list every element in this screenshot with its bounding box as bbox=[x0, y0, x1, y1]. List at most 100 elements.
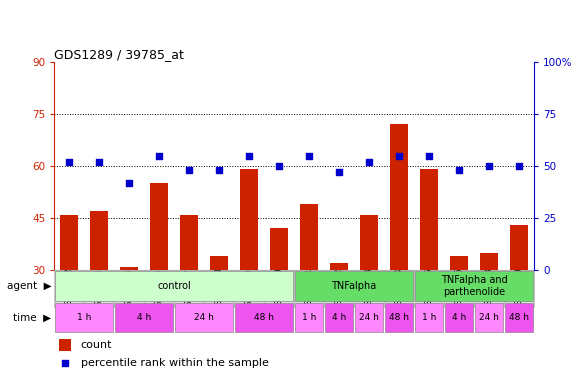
Bar bbox=[54, 270, 85, 308]
Text: 1 h: 1 h bbox=[302, 314, 316, 322]
Bar bbox=[420, 170, 438, 374]
Text: GSM47318: GSM47318 bbox=[484, 268, 493, 309]
Bar bbox=[480, 253, 498, 374]
Bar bbox=[59, 339, 71, 351]
Bar bbox=[235, 303, 293, 333]
Point bbox=[514, 163, 524, 169]
Bar bbox=[240, 170, 258, 374]
Text: 4 h: 4 h bbox=[452, 314, 466, 322]
Bar bbox=[150, 183, 168, 374]
Bar bbox=[61, 214, 78, 374]
Point bbox=[455, 167, 464, 173]
Text: GSM47302: GSM47302 bbox=[65, 268, 74, 309]
Point bbox=[61, 360, 70, 366]
Point bbox=[65, 159, 74, 165]
Bar bbox=[294, 270, 324, 308]
Bar bbox=[174, 270, 204, 308]
Bar bbox=[325, 303, 353, 333]
Text: 24 h: 24 h bbox=[479, 314, 499, 322]
Bar bbox=[90, 211, 108, 374]
Point bbox=[424, 153, 433, 159]
Bar bbox=[450, 256, 468, 374]
Bar bbox=[445, 303, 473, 333]
Text: GSM47311: GSM47311 bbox=[304, 268, 313, 309]
Text: GSM47307: GSM47307 bbox=[184, 268, 194, 309]
Point bbox=[364, 159, 373, 165]
Bar bbox=[415, 303, 443, 333]
Text: GSM47313: GSM47313 bbox=[364, 268, 373, 309]
Bar bbox=[234, 270, 264, 308]
Bar bbox=[444, 270, 474, 308]
Text: 48 h: 48 h bbox=[509, 314, 529, 322]
Text: 4 h: 4 h bbox=[332, 314, 346, 322]
Text: control: control bbox=[157, 281, 191, 291]
Text: 24 h: 24 h bbox=[359, 314, 379, 322]
Bar bbox=[144, 270, 174, 308]
Bar bbox=[55, 271, 293, 301]
Text: time  ▶: time ▶ bbox=[13, 313, 51, 323]
Bar bbox=[295, 303, 323, 333]
Point bbox=[155, 153, 164, 159]
Bar bbox=[295, 271, 413, 301]
Text: 48 h: 48 h bbox=[254, 314, 274, 322]
Bar bbox=[360, 214, 378, 374]
Bar bbox=[115, 303, 173, 333]
Bar bbox=[180, 214, 198, 374]
Point bbox=[184, 167, 194, 173]
Text: GSM47316: GSM47316 bbox=[455, 268, 464, 309]
Point bbox=[484, 163, 493, 169]
Bar bbox=[204, 270, 234, 308]
Text: GSM47306: GSM47306 bbox=[155, 268, 164, 309]
Bar bbox=[475, 303, 503, 333]
Bar bbox=[415, 271, 533, 301]
Bar bbox=[210, 256, 228, 374]
Bar bbox=[324, 270, 354, 308]
Bar bbox=[385, 303, 413, 333]
Point bbox=[124, 180, 134, 186]
Text: 4 h: 4 h bbox=[137, 314, 151, 322]
Text: 24 h: 24 h bbox=[194, 314, 214, 322]
Point bbox=[275, 163, 284, 169]
Bar bbox=[175, 303, 233, 333]
Text: GSM47320: GSM47320 bbox=[514, 268, 524, 309]
Bar bbox=[264, 270, 294, 308]
Text: agent  ▶: agent ▶ bbox=[7, 281, 51, 291]
Text: GSM47309: GSM47309 bbox=[244, 268, 254, 309]
Bar bbox=[300, 204, 318, 374]
Text: GSM47314: GSM47314 bbox=[395, 268, 404, 309]
Text: 1 h: 1 h bbox=[422, 314, 436, 322]
Text: GSM47304: GSM47304 bbox=[95, 268, 104, 309]
Text: TNFalpha and
parthenolide: TNFalpha and parthenolide bbox=[441, 275, 507, 297]
Text: percentile rank within the sample: percentile rank within the sample bbox=[81, 358, 268, 368]
Point bbox=[335, 169, 344, 175]
Bar bbox=[504, 270, 534, 308]
Point bbox=[304, 153, 313, 159]
Text: GSM47312: GSM47312 bbox=[335, 268, 344, 309]
Bar bbox=[85, 270, 114, 308]
Text: GSM47310: GSM47310 bbox=[275, 268, 284, 309]
Point bbox=[215, 167, 224, 173]
Bar bbox=[270, 228, 288, 374]
Text: GSM47305: GSM47305 bbox=[124, 268, 134, 309]
Bar bbox=[55, 303, 113, 333]
Text: GDS1289 / 39785_at: GDS1289 / 39785_at bbox=[54, 48, 184, 61]
Bar bbox=[120, 267, 138, 374]
Point bbox=[95, 159, 104, 165]
Bar bbox=[355, 303, 383, 333]
Text: 48 h: 48 h bbox=[389, 314, 409, 322]
Bar bbox=[114, 270, 144, 308]
Text: 1 h: 1 h bbox=[77, 314, 91, 322]
Bar bbox=[390, 124, 408, 374]
Point bbox=[395, 153, 404, 159]
Text: count: count bbox=[81, 340, 112, 350]
Text: GSM47315: GSM47315 bbox=[424, 268, 433, 309]
Text: TNFalpha: TNFalpha bbox=[331, 281, 377, 291]
Text: GSM47308: GSM47308 bbox=[215, 268, 224, 309]
Bar bbox=[414, 270, 444, 308]
Point bbox=[244, 153, 254, 159]
Bar bbox=[474, 270, 504, 308]
Bar bbox=[354, 270, 384, 308]
Bar bbox=[384, 270, 414, 308]
Bar bbox=[510, 225, 528, 374]
Bar bbox=[505, 303, 533, 333]
